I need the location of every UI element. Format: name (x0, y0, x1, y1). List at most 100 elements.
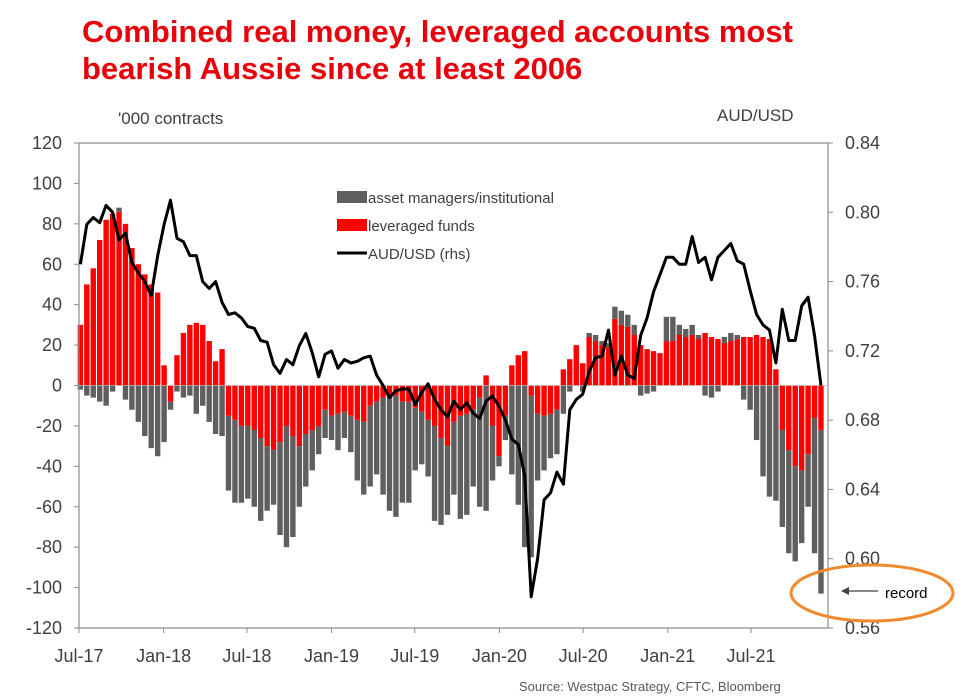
bar-asset-managers (328, 415, 335, 441)
legend: asset managers/institutional leveraged f… (337, 190, 554, 263)
bar-asset-managers (315, 425, 322, 455)
bar-asset-managers (811, 417, 818, 554)
y-tick-label-right: 0.56 (845, 618, 880, 638)
y-tick-label-left: 120 (32, 133, 62, 153)
source-note: Source: Westpac Strategy, CFTC, Bloomber… (519, 679, 781, 694)
bar-asset-managers (303, 434, 309, 487)
bar-leveraged-funds (193, 322, 199, 386)
bar-leveraged-funds (515, 355, 521, 386)
bar-asset-managers (618, 310, 625, 325)
bar-asset-managers (245, 425, 251, 499)
bar-leveraged-funds (708, 337, 715, 386)
bar-asset-managers (232, 419, 238, 503)
bar-asset-managers (741, 385, 747, 400)
bar-asset-managers (438, 438, 444, 525)
bar-asset-managers (116, 207, 122, 212)
bar-asset-managers (161, 385, 167, 443)
bar-asset-managers (77, 385, 84, 390)
bar-asset-managers (805, 454, 811, 507)
bar-asset-managers (270, 450, 277, 505)
x-tick-label: Jul-21 (727, 646, 776, 666)
bar-leveraged-funds (84, 284, 90, 386)
bar-leveraged-funds (303, 385, 309, 434)
y-tick-label-left: -60 (36, 497, 62, 517)
bar-leveraged-funds (811, 385, 818, 418)
bar-asset-managers (457, 415, 464, 519)
x-tick-label: Jan-19 (304, 646, 359, 666)
bar-asset-managers (354, 419, 360, 481)
bar-leveraged-funds (425, 385, 431, 420)
bar-asset-managers (522, 385, 528, 548)
bar-asset-managers (747, 385, 753, 410)
bar-asset-managers (154, 385, 161, 457)
bar-leveraged-funds (322, 385, 328, 410)
legend-label-audusd: AUD/USD (rhs) (368, 246, 471, 263)
bar-leveraged-funds (580, 363, 586, 386)
bar-asset-managers (322, 409, 328, 439)
bar-leveraged-funds (644, 349, 650, 386)
bar-leveraged-funds (747, 337, 753, 386)
bar-leveraged-funds (522, 351, 528, 386)
bar-leveraged-funds (109, 213, 116, 386)
y-tick-label-left: 80 (42, 214, 62, 234)
bar-asset-managers (541, 415, 547, 471)
bar-leveraged-funds (180, 332, 187, 386)
bar-leveraged-funds (695, 339, 702, 386)
y-tick-label-right: 0.80 (845, 202, 880, 222)
y-tick-label-left: 100 (32, 173, 62, 193)
bar-leveraged-funds (476, 385, 483, 398)
bar-leveraged-funds (818, 385, 824, 430)
bar-asset-managers (264, 446, 270, 511)
bar-leveraged-funds (496, 385, 502, 457)
bar-asset-managers (470, 409, 476, 487)
chart-title-line1: Combined real money, leveraged accounts … (82, 14, 793, 49)
bar-asset-managers (399, 401, 406, 503)
bar-asset-managers (502, 415, 509, 441)
bar-asset-managers (277, 442, 283, 536)
bar-asset-managers (547, 413, 554, 459)
bar-asset-managers (380, 397, 386, 495)
bar-leveraged-funds (135, 264, 142, 386)
x-tick-label: Jan-18 (136, 646, 191, 666)
bar-leveraged-funds (663, 341, 670, 386)
bar-leveraged-funds (554, 385, 560, 410)
bar-asset-managers (425, 419, 431, 477)
bar-leveraged-funds (779, 385, 786, 430)
bar-asset-managers (167, 401, 174, 410)
bar-asset-managers (496, 456, 502, 467)
legend-label-asset-managers: asset managers/institutional (368, 190, 554, 207)
bar-asset-managers (412, 407, 418, 471)
bar-leveraged-funds (328, 385, 335, 416)
bar-leveraged-funds (373, 385, 380, 402)
bar-leveraged-funds (650, 351, 657, 386)
bar-asset-managers (798, 470, 805, 544)
legend-swatch-leveraged (337, 219, 367, 231)
bar-leveraged-funds (251, 385, 257, 430)
axes-group: 120 100 80 60 40 20 0 -20 -40 -60 -80 -100 -120 0.84 0… (26, 133, 880, 666)
bar-leveraged-funds (612, 318, 618, 386)
annotation-ring (789, 563, 955, 623)
bar-asset-managers (251, 429, 257, 507)
bar-leveraged-funds (348, 385, 354, 416)
annotation-label: record (885, 585, 928, 602)
bar-asset-managers (393, 395, 399, 517)
bar-asset-managers (464, 413, 470, 515)
bar-asset-managers (534, 413, 541, 481)
bar-leveraged-funds (534, 385, 541, 414)
chart-title-line2: bearish Aussie since at least 2006 (82, 51, 582, 86)
y-tick-label-right: 0.64 (845, 479, 880, 499)
bar-leveraged-funds (258, 385, 264, 439)
bar-asset-managers (734, 334, 740, 340)
bar-asset-managers (580, 385, 586, 392)
bar-asset-managers (476, 397, 483, 507)
bar-asset-managers (200, 385, 206, 406)
bar-asset-managers (489, 425, 496, 481)
bar-asset-managers (258, 438, 264, 521)
bar-asset-managers (373, 401, 380, 475)
bar-leveraged-funds (167, 385, 174, 402)
bar-asset-managers (335, 413, 341, 451)
bar-asset-managers (721, 337, 728, 344)
bar-leveraged-funds (90, 268, 96, 386)
bar-asset-managers (779, 429, 786, 527)
bar-asset-managers (766, 385, 773, 497)
